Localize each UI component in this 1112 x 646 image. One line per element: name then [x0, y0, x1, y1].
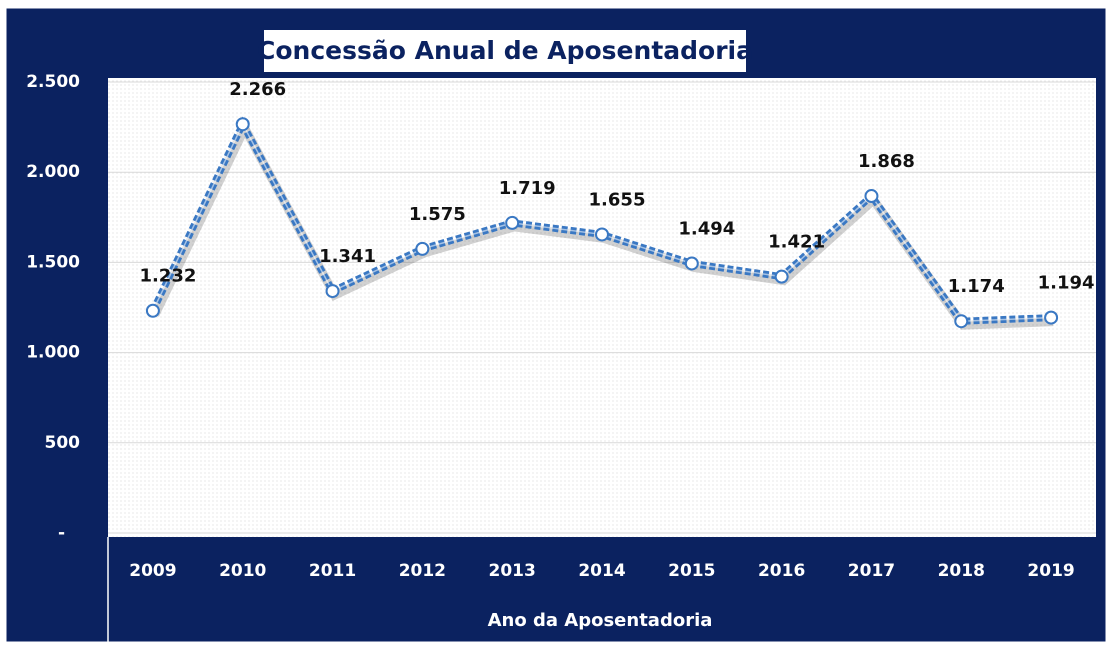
data-label: 1.655 — [589, 189, 646, 210]
point — [325, 284, 340, 299]
data-label: 1.341 — [319, 246, 376, 267]
point — [235, 117, 250, 132]
y-tick-label: 2.000 — [26, 162, 80, 182]
chart-title: Concessão Anual de Aposentadoria — [257, 36, 753, 65]
y-tick-label: - — [58, 523, 65, 543]
data-label: 2.266 — [229, 79, 286, 100]
x-tick-label: 2014 — [578, 561, 625, 581]
y-tick-label: 2.500 — [26, 72, 80, 92]
x-tick-label: 2009 — [129, 561, 176, 581]
y-tick-label: 1.500 — [26, 252, 80, 272]
x-tick-label: 2011 — [309, 561, 356, 581]
data-label: 1.194 — [1038, 273, 1095, 294]
x-tick-label: 2013 — [489, 561, 536, 581]
point — [774, 269, 789, 284]
x-tick-label: 2010 — [219, 561, 266, 581]
point — [684, 256, 699, 271]
y-tick-label: 1.000 — [26, 343, 80, 363]
data-label: 1.174 — [948, 276, 1005, 297]
x-axis-label: Ano da Aposentadoria — [488, 610, 713, 631]
point — [415, 241, 430, 256]
point — [145, 303, 160, 318]
x-tick-label: 2012 — [399, 561, 446, 581]
data-label: 1.494 — [678, 218, 735, 239]
data-label: 1.868 — [858, 151, 915, 172]
point — [1044, 310, 1059, 325]
point — [505, 215, 520, 230]
x-tick-label: 2018 — [938, 561, 985, 581]
point — [954, 314, 969, 329]
x-tick-label: 2017 — [848, 561, 895, 581]
x-tick-label: 2019 — [1027, 561, 1074, 581]
y-tick-label: 500 — [45, 433, 81, 453]
data-label: 1.575 — [409, 204, 466, 225]
point — [595, 227, 609, 242]
data-label: 1.421 — [768, 232, 825, 253]
plot-area — [108, 78, 1096, 537]
point — [864, 189, 879, 204]
title-box — [264, 30, 746, 72]
data-label: 1.232 — [139, 266, 196, 287]
x-tick-label: 2016 — [758, 561, 805, 581]
data-label: 1.719 — [499, 178, 556, 199]
x-tick-label: 2015 — [668, 561, 715, 581]
